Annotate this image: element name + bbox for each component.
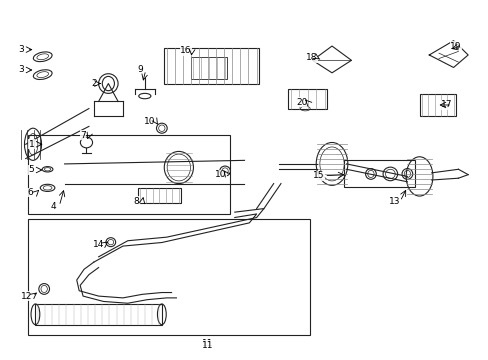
Text: 18: 18: [305, 53, 317, 62]
Text: 2: 2: [91, 79, 97, 88]
Text: 15: 15: [312, 171, 324, 180]
Bar: [164, 48, 259, 84]
Bar: [137, 188, 181, 203]
Text: 3: 3: [18, 66, 23, 75]
Text: 16: 16: [180, 46, 191, 55]
Text: 10: 10: [143, 117, 155, 126]
Text: 12: 12: [21, 292, 32, 301]
Bar: [344, 160, 414, 187]
Bar: [191, 57, 227, 79]
Text: 17: 17: [440, 100, 451, 109]
Bar: [28, 219, 309, 336]
Bar: [35, 304, 162, 325]
Text: 13: 13: [387, 197, 399, 206]
Text: 1: 1: [29, 140, 34, 149]
Text: 4: 4: [50, 202, 56, 211]
Text: 3: 3: [18, 45, 23, 54]
Text: 11: 11: [202, 341, 213, 350]
Text: 5: 5: [29, 166, 34, 175]
Bar: [28, 135, 229, 214]
Text: 11: 11: [202, 339, 213, 348]
Text: 10: 10: [215, 170, 226, 179]
Text: 20: 20: [296, 98, 307, 107]
Text: 9: 9: [137, 66, 142, 75]
Text: 6: 6: [28, 188, 33, 197]
Text: 8: 8: [133, 197, 139, 206]
Bar: [287, 89, 326, 109]
Text: 19: 19: [449, 41, 461, 50]
Bar: [419, 94, 455, 116]
Text: 7: 7: [80, 131, 86, 140]
Text: 14: 14: [93, 240, 104, 249]
